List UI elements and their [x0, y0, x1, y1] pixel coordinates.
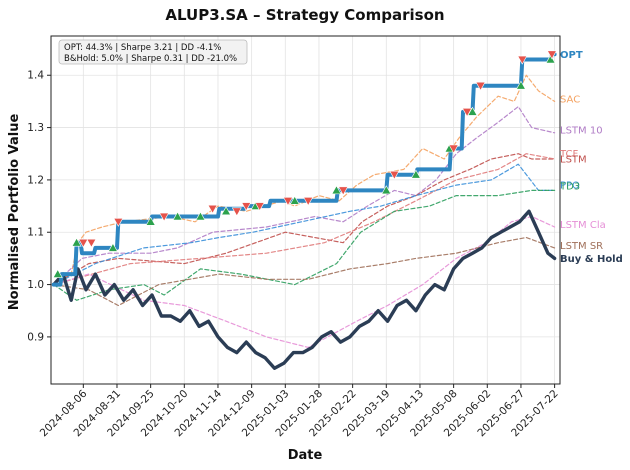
buy-marker: [515, 80, 526, 90]
sell-marker: [207, 204, 218, 214]
sell-marker: [389, 170, 400, 180]
sell-marker: [254, 202, 265, 212]
x-axis-label: Date: [288, 448, 323, 463]
buy-marker: [331, 185, 342, 195]
buy-marker: [107, 242, 118, 252]
stats-box-frame: [58, 39, 248, 65]
end-label-lstm-sr: LSTM SR: [560, 241, 603, 252]
end-label-sac: SAC: [560, 94, 580, 105]
series-line-tcf: [53, 153, 556, 286]
end-label-opt: OPT: [560, 50, 583, 61]
sell-marker: [241, 202, 252, 212]
y-tick-label: 1.1: [27, 227, 44, 239]
sell-marker: [78, 238, 89, 248]
trade-markers: [52, 50, 557, 278]
series-line-buy-hold: [52, 209, 557, 370]
stats-line-buyhold: B&Hold: 5.0% | Sharpe 0.31 | DD -21.0%: [64, 54, 237, 64]
plot-frame: [50, 35, 561, 385]
series-line-td3: [53, 189, 556, 301]
sell-marker: [303, 197, 314, 206]
sell-marker: [86, 238, 97, 248]
y-axis: 0.9 1.0 1.1 1.2 1.3 1.4: [27, 70, 51, 343]
sell-marker: [231, 207, 242, 217]
series-line-sac: [53, 74, 556, 286]
buy-marker: [289, 195, 300, 205]
buy-marker: [172, 211, 183, 221]
buy-marker: [52, 268, 63, 278]
buy-marker: [545, 54, 556, 64]
stats-box: OPT: 44.3% | Sharpe 3.21 | DD -4.1% B&Ho…: [58, 39, 248, 65]
sell-marker: [448, 144, 459, 154]
series-line-lstm-sr: [53, 236, 556, 307]
end-label-lstm-cla: LSTM Cla: [560, 220, 606, 231]
sell-marker: [546, 50, 557, 60]
y-tick-label: 1.0: [27, 279, 44, 291]
end-label-tcf: TCF: [559, 149, 579, 160]
sell-marker: [113, 217, 124, 227]
y-tick-label: 0.9: [27, 331, 44, 343]
end-label-buy-hold: Buy & Hold: [560, 254, 623, 265]
buy-marker: [71, 237, 82, 247]
series-line-ppo: [53, 163, 556, 286]
end-label-ppo: PPO: [560, 181, 580, 192]
sell-marker: [475, 81, 486, 91]
buy-marker: [381, 185, 392, 195]
buy-marker: [410, 169, 421, 179]
x-axis: 2024-08-062024-08-312024-09-252024-10-20…: [38, 384, 561, 439]
series-line-lstm-cla: [53, 215, 556, 348]
y-tick-label: 1.2: [27, 174, 44, 186]
series-layer: [51, 52, 557, 370]
sell-marker: [338, 186, 349, 196]
end-label-lstm-10: LSTM 10: [560, 126, 603, 137]
buy-marker: [221, 206, 232, 216]
y-axis-label: Normalised Portfolio Value: [7, 114, 22, 311]
grid-lines: [51, 36, 560, 384]
series-line-lstm-10: [53, 105, 556, 286]
chart-title: ALUP3.SA – Strategy Comparison: [165, 6, 444, 24]
series-line-lstm: [53, 153, 556, 286]
end-label-td3: TD3: [559, 182, 580, 193]
sell-marker: [282, 197, 294, 206]
stats-line-opt: OPT: 44.3% | Sharpe 3.21 | DD -4.1%: [64, 43, 221, 53]
sell-marker: [159, 212, 170, 222]
y-tick-label: 1.4: [27, 70, 44, 82]
buy-marker: [195, 211, 206, 221]
y-tick-label: 1.3: [27, 122, 44, 134]
end-label-lstm: LSTM: [560, 154, 587, 165]
sell-marker: [462, 108, 473, 117]
sell-marker: [517, 55, 528, 65]
buy-marker: [145, 216, 156, 226]
